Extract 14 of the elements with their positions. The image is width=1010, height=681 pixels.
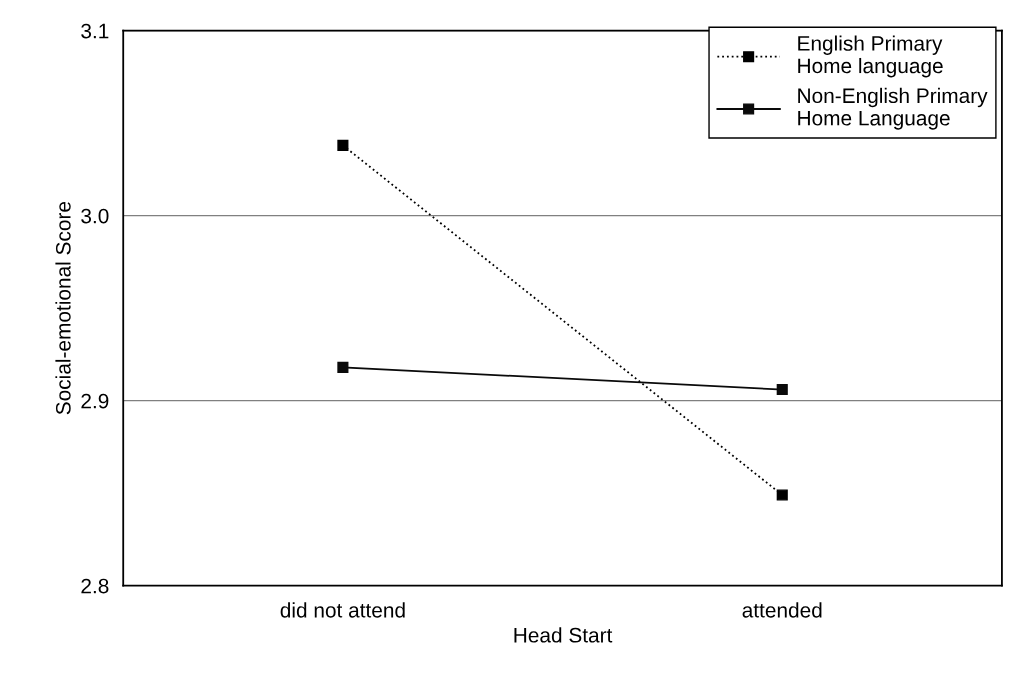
x-axis-title: Head Start <box>514 627 613 643</box>
y-tick-label: 3.0 <box>81 208 109 224</box>
point <box>337 361 349 373</box>
legend-label: Non-English Primary Home Language <box>798 87 988 130</box>
point <box>337 139 349 151</box>
x-tick-label: did not attend <box>280 602 405 618</box>
point <box>776 489 788 501</box>
legend-label: English Primary Home language <box>798 35 943 78</box>
x-tick-label: attended <box>742 602 822 618</box>
point <box>776 383 788 396</box>
y-tick-label: 2.8 <box>81 578 109 594</box>
y-axis-title: Social-emotional Score <box>55 201 71 415</box>
y-tick-label: 3.1 <box>81 23 109 39</box>
y-tick-label: 2.9 <box>81 393 109 409</box>
